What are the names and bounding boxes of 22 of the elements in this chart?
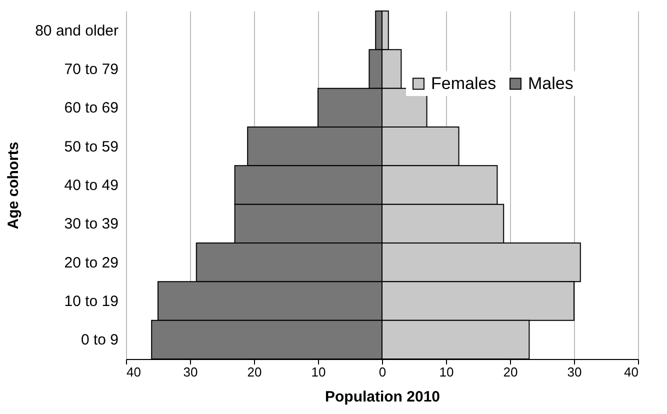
y-tick-label: 50 to 59 — [64, 138, 118, 156]
x-tick-label: 30 — [567, 364, 582, 380]
x-tick-label: 40 — [126, 364, 141, 380]
legend-label: Males — [528, 74, 574, 93]
x-tick-label: 10 — [439, 364, 454, 380]
y-tick-label: 70 to 79 — [64, 61, 118, 78]
legend-label: Females — [431, 74, 496, 93]
x-tick-label: 30 — [183, 364, 198, 380]
y-tick-label: 60 to 69 — [64, 100, 118, 117]
x-tick-label: 40 — [624, 364, 638, 380]
x-axis-title: Population 2010 — [324, 388, 440, 406]
y-tick-label: 40 to 49 — [64, 177, 118, 194]
x-tick-label: 20 — [247, 364, 262, 380]
y-tick-label: 30 to 39 — [64, 216, 118, 233]
x-tick-label: 10 — [311, 364, 326, 380]
y-tick-label: 0 to 9 — [80, 332, 118, 349]
x-tick-label: 0 — [378, 364, 386, 380]
x-tick-label: 20 — [503, 364, 518, 380]
y-tick-label: 10 to 19 — [64, 293, 118, 310]
y-tick-label: 20 to 29 — [64, 254, 118, 272]
y-axis-title: Age cohorts — [5, 142, 22, 230]
y-tick-label: 80 and older — [35, 22, 118, 40]
